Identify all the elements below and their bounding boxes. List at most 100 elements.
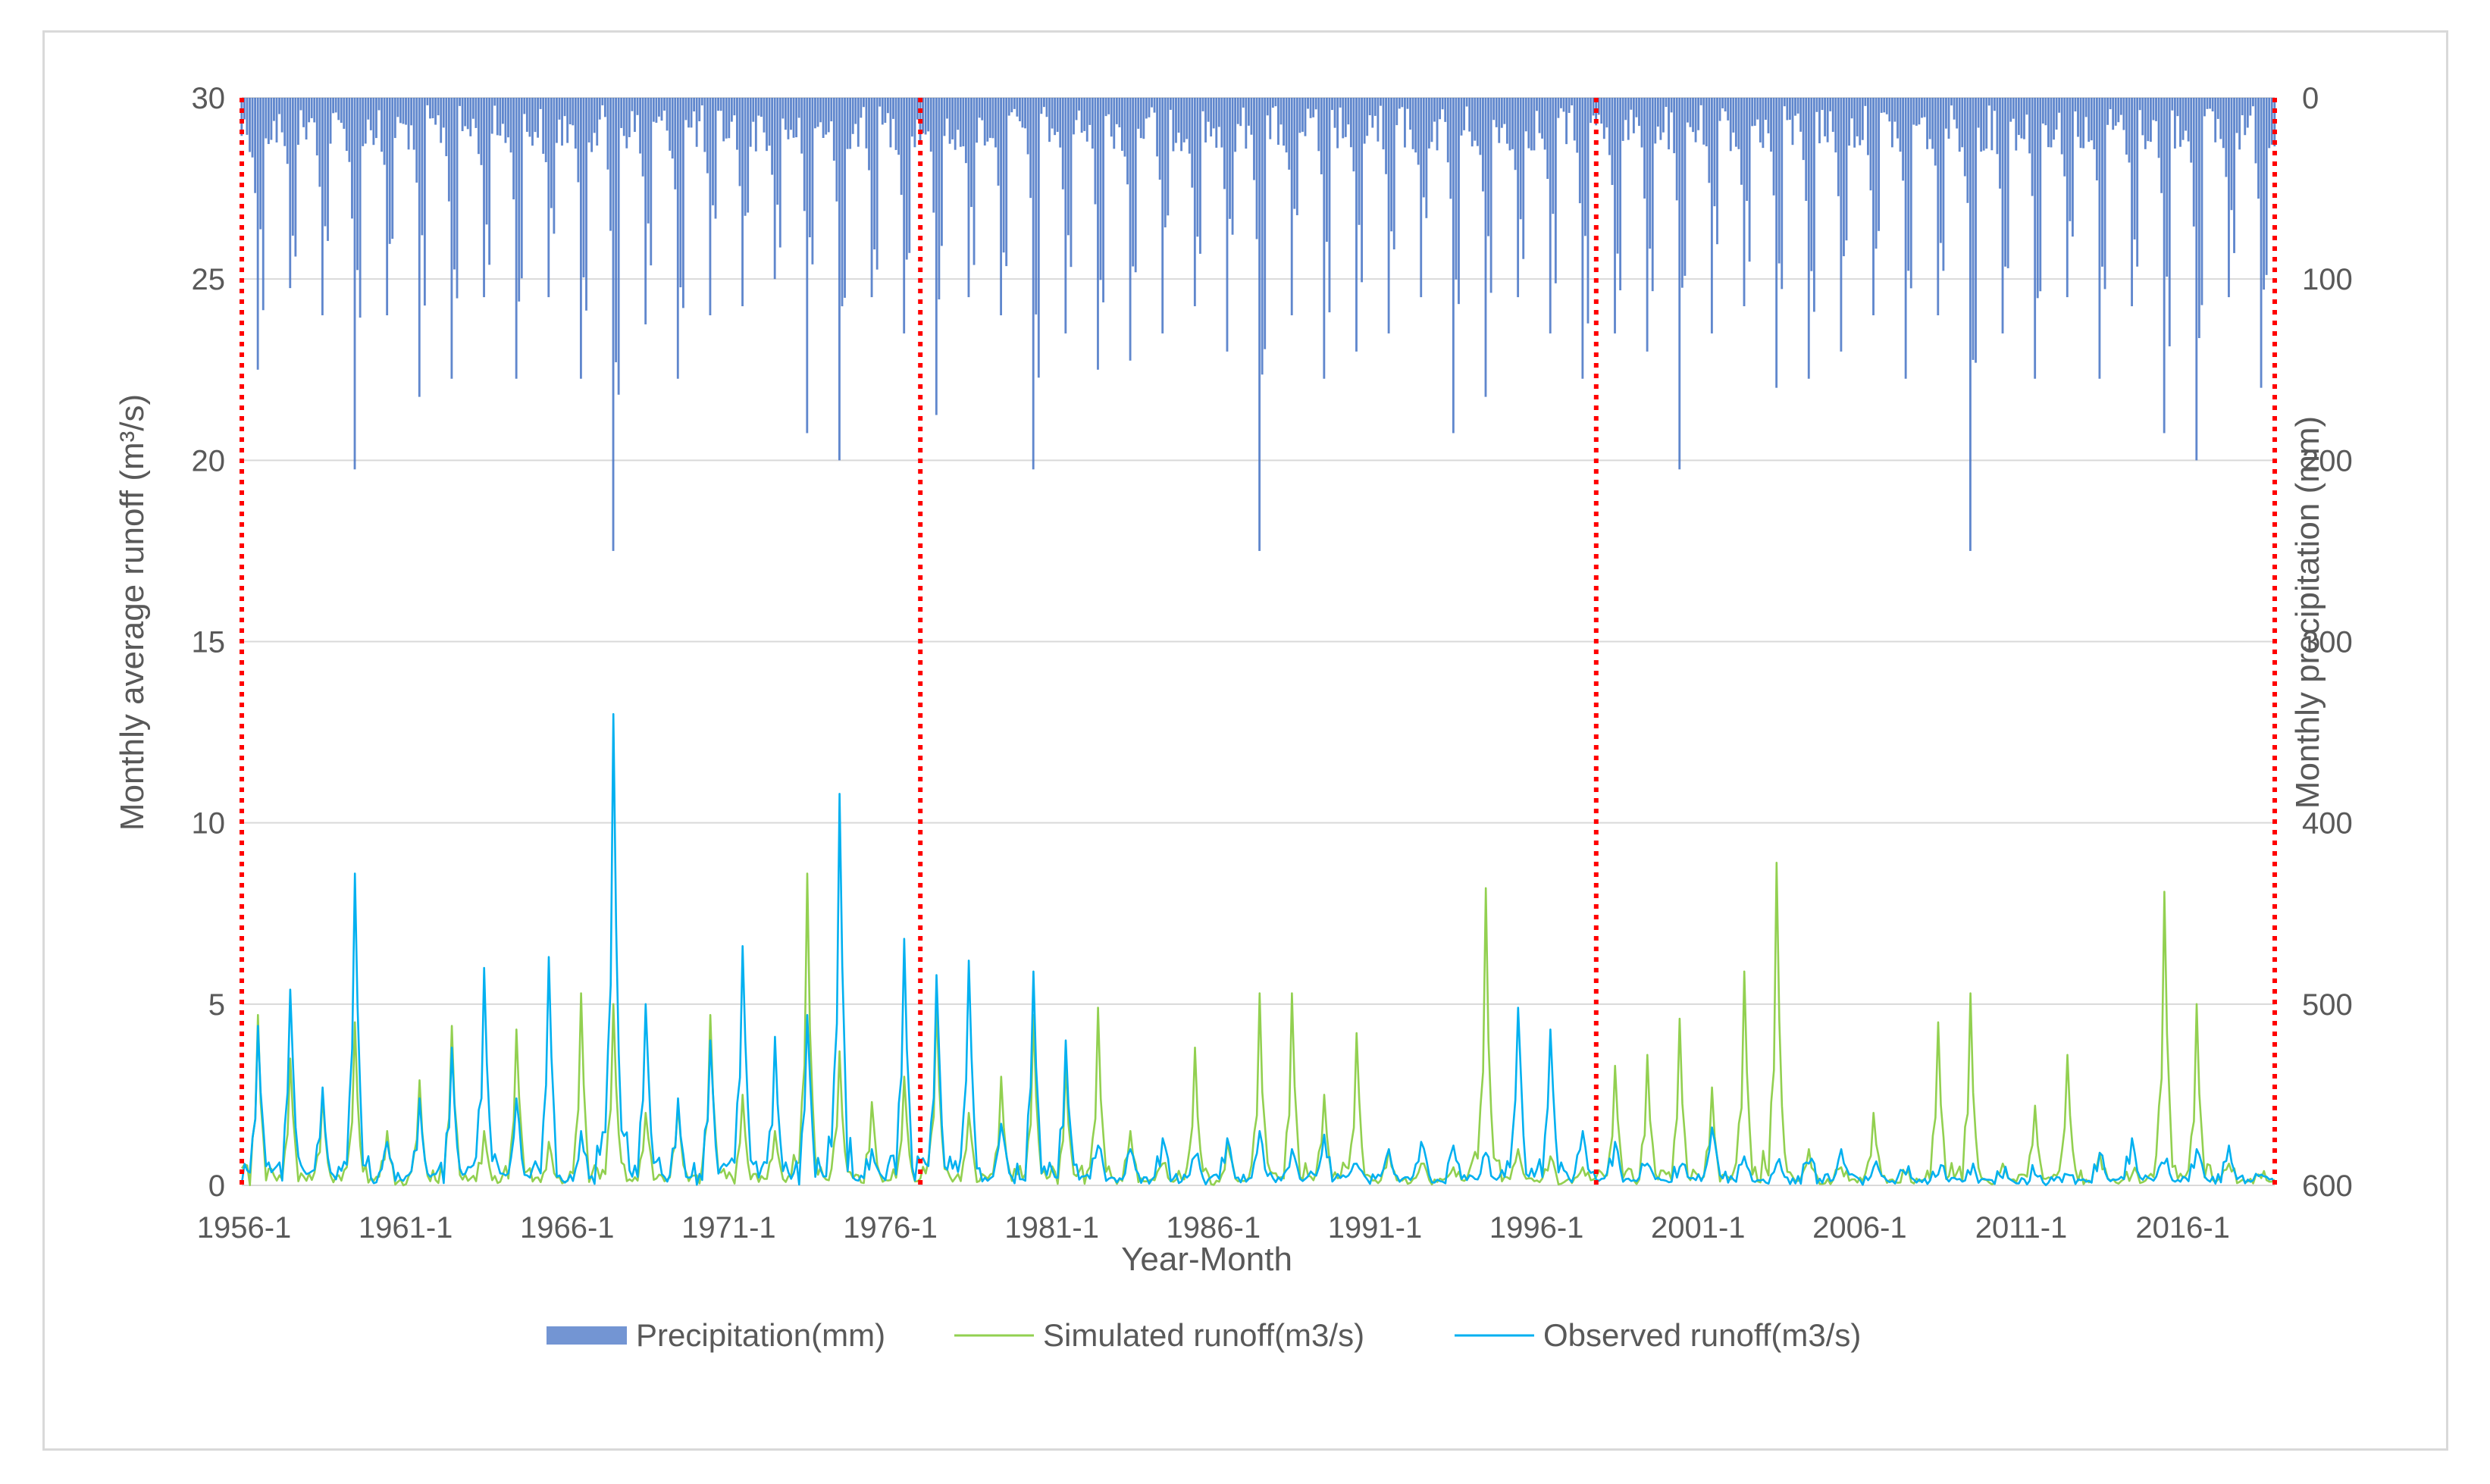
precipitation-bar (1048, 98, 1051, 142)
precipitation-bar (1781, 98, 1784, 290)
y-left-tick-label: 30 (192, 82, 226, 115)
precipitation-bar (2246, 98, 2249, 128)
x-tick-label: 2011-1 (1975, 1211, 2068, 1244)
precipitation-bar (2015, 98, 2018, 151)
precipitation-bar (2216, 98, 2219, 119)
precipitation-bar (315, 98, 318, 156)
precipitation-bar (1759, 98, 1762, 142)
precipitation-bar (2138, 98, 2141, 111)
precipitation-bar (1355, 98, 1358, 352)
precipitation-bar (2039, 98, 2042, 292)
precipitation-bar (1134, 98, 1137, 273)
precipitation-bar (1070, 98, 1073, 268)
precipitation-bar (650, 98, 653, 266)
precipitation-bar (2152, 98, 2155, 121)
precipitation-bar (1024, 98, 1026, 129)
precipitation-bar (1751, 98, 1754, 127)
precipitation-bar (1404, 98, 1406, 148)
precipitation-bar (663, 98, 666, 111)
precipitation-bar (2122, 98, 2125, 130)
precipitation-bar (1788, 98, 1791, 121)
precipitation-bar (329, 98, 332, 144)
precipitation-bar (1153, 98, 1156, 113)
precipitation-bar (2071, 98, 2074, 237)
precipitation-bar (556, 98, 558, 143)
precipitation-bar (2066, 98, 2069, 298)
precipitation-bar (1242, 98, 1245, 108)
precipitation-bar (2028, 98, 2031, 154)
precipitation-bar (2257, 98, 2260, 199)
precipitation-bar (299, 98, 302, 111)
precipitation-bar (1961, 98, 1964, 148)
precipitation-bar (402, 98, 405, 124)
precipitation-bar (515, 98, 518, 379)
precipitation-bar (1452, 98, 1455, 434)
precipitation-bar (2179, 98, 2181, 147)
precipitation-bar (749, 98, 752, 147)
precipitation-bar (1562, 98, 1565, 112)
x-axis-title: Year-Month (1121, 1241, 1292, 1278)
precipitation-bar (1689, 98, 1692, 127)
precipitation-bar (1019, 98, 1021, 122)
precipitation-bar (841, 98, 844, 307)
precipitation-bar (518, 98, 521, 302)
precipitation-bar (1021, 98, 1024, 128)
precipitation-bar (1196, 98, 1199, 237)
y-left-tick-label: 15 (192, 626, 226, 659)
precipitation-bar (1007, 98, 1010, 116)
precipitation-bar (1697, 98, 1700, 130)
precipitation-bar (1158, 98, 1161, 180)
precipitation-bar (1812, 98, 1815, 312)
precipitation-bar (1640, 98, 1643, 148)
precipitation-bar (1578, 98, 1581, 204)
precipitation-bar (719, 98, 722, 111)
precipitation-bar (459, 98, 461, 106)
precipitation-bar (1928, 98, 1931, 139)
precipitation-bar (362, 98, 365, 146)
precipitation-bar (294, 98, 297, 257)
precipitation-bar (1185, 98, 1189, 139)
precipitation-bar (1387, 98, 1390, 333)
precipitation-bar (1899, 98, 1902, 152)
precipitation-bar (1843, 98, 1845, 257)
precipitation-bar (781, 98, 785, 119)
precipitation-bar (1675, 98, 1678, 201)
precipitation-bar (1029, 98, 1032, 199)
precipitation-bar (868, 98, 870, 171)
precipitation-bar (946, 98, 948, 119)
precipitation-bar (1616, 98, 1619, 254)
precipitation-bar (1476, 98, 1479, 146)
precipitation-bar (964, 98, 967, 164)
precipitation-bar (1151, 98, 1153, 108)
precipitation-bar (1514, 98, 1517, 171)
precipitation-bar (1088, 98, 1092, 125)
precipitation-bar (415, 98, 418, 183)
precipitation-bar (1969, 98, 1972, 551)
precipitation-bar (1156, 98, 1159, 157)
precipitation-bar (1872, 98, 1875, 315)
precipitation-bar (1139, 98, 1142, 139)
precipitation-bar (2101, 98, 2103, 267)
precipitation-bar (391, 98, 394, 240)
precipitation-bar (1479, 98, 1482, 155)
precipitation-bar (2044, 98, 2047, 126)
precipitation-bar (1390, 98, 1393, 232)
precipitation-bar (386, 98, 389, 315)
precipitation-bar (1632, 98, 1635, 133)
precipitation-bar (1807, 98, 1810, 379)
precipitation-bar (596, 98, 599, 146)
precipitation-bar (310, 98, 313, 118)
precipitation-bar (1990, 98, 1994, 151)
precipitation-bar (1718, 98, 1721, 121)
precipitation-bar (2079, 98, 2082, 149)
precipitation-bar (897, 98, 900, 155)
precipitation-bar (1549, 98, 1552, 333)
precipitation-bar (2095, 98, 2098, 181)
precipitation-bar (1037, 98, 1040, 378)
precipitation-bar (1482, 98, 1484, 192)
precipitation-bar (1333, 98, 1336, 128)
precipitation-bar (348, 98, 351, 162)
precipitation-bar (634, 98, 636, 132)
precipitation-bar (321, 98, 324, 315)
precipitation-bar (1565, 98, 1568, 145)
